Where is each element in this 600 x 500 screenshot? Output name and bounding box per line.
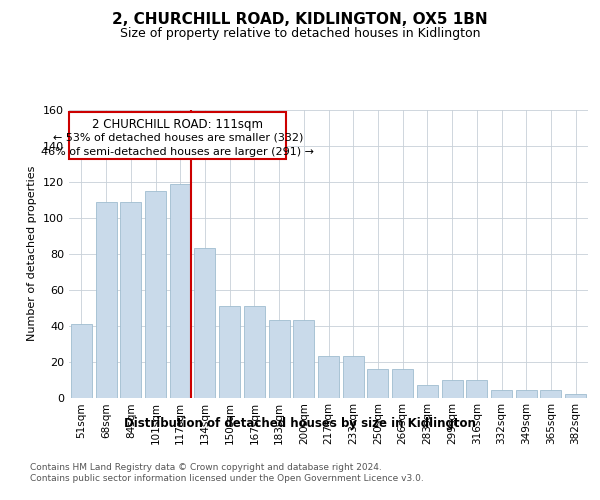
- Text: Contains public sector information licensed under the Open Government Licence v3: Contains public sector information licen…: [30, 474, 424, 483]
- Bar: [516, 390, 537, 398]
- Bar: [343, 356, 364, 398]
- Bar: [71, 324, 92, 398]
- Bar: [318, 356, 339, 398]
- Bar: [145, 191, 166, 398]
- Y-axis label: Number of detached properties: Number of detached properties: [28, 166, 37, 342]
- Bar: [194, 248, 215, 398]
- Text: 2 CHURCHILL ROAD: 111sqm: 2 CHURCHILL ROAD: 111sqm: [92, 118, 263, 131]
- Bar: [442, 380, 463, 398]
- Bar: [541, 390, 562, 398]
- Bar: [170, 184, 191, 398]
- FancyBboxPatch shape: [70, 112, 286, 158]
- Bar: [466, 380, 487, 398]
- Bar: [244, 306, 265, 398]
- Text: ← 53% of detached houses are smaller (332): ← 53% of detached houses are smaller (33…: [53, 132, 303, 142]
- Bar: [367, 369, 388, 398]
- Text: 46% of semi-detached houses are larger (291) →: 46% of semi-detached houses are larger (…: [41, 147, 314, 157]
- Bar: [417, 385, 438, 398]
- Bar: [95, 202, 116, 398]
- Bar: [120, 202, 141, 398]
- Bar: [293, 320, 314, 398]
- Text: 2, CHURCHILL ROAD, KIDLINGTON, OX5 1BN: 2, CHURCHILL ROAD, KIDLINGTON, OX5 1BN: [112, 12, 488, 28]
- Bar: [565, 394, 586, 398]
- Text: Size of property relative to detached houses in Kidlington: Size of property relative to detached ho…: [120, 28, 480, 40]
- Bar: [219, 306, 240, 398]
- Bar: [392, 369, 413, 398]
- Text: Contains HM Land Registry data © Crown copyright and database right 2024.: Contains HM Land Registry data © Crown c…: [30, 462, 382, 471]
- Bar: [491, 390, 512, 398]
- Text: Distribution of detached houses by size in Kidlington: Distribution of detached houses by size …: [124, 418, 476, 430]
- Bar: [269, 320, 290, 398]
